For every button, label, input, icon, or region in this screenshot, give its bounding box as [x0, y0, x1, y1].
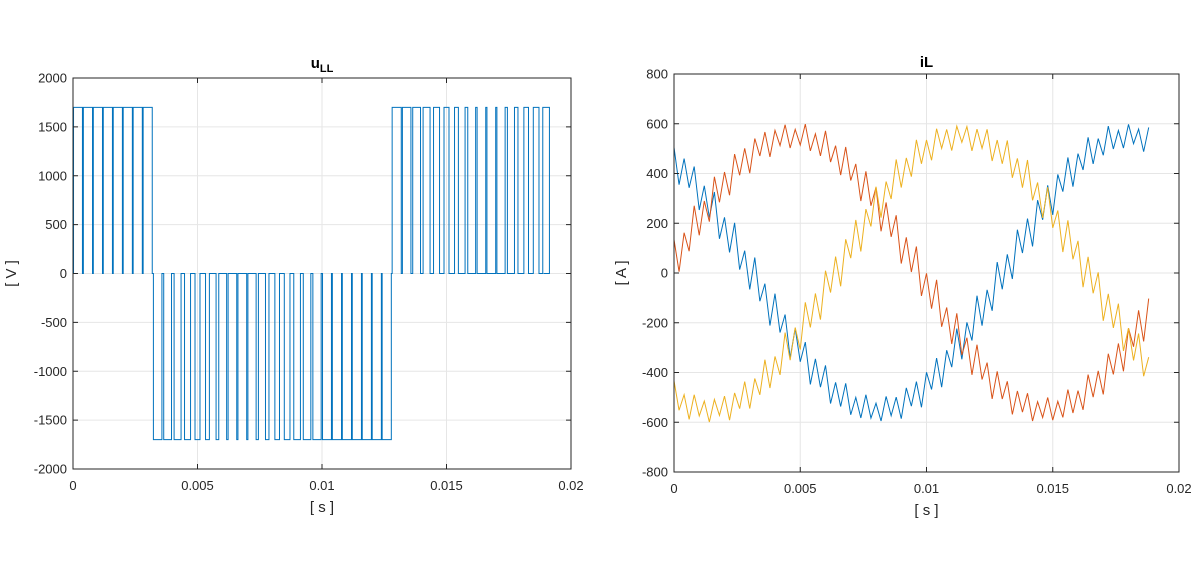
y-tick-label: -400 — [642, 365, 668, 380]
y-tick-label: 0 — [661, 266, 668, 281]
current-series-line-2 — [673, 124, 1150, 422]
x-axis-label: [ s ] — [310, 499, 334, 516]
y-tick-label: 1500 — [38, 119, 67, 134]
y-axis-label: [ V ] — [3, 260, 20, 287]
chart-title: uLL — [311, 55, 334, 75]
y-tick-label: 400 — [646, 166, 668, 181]
y-tick-label: 1000 — [38, 168, 67, 183]
y-tick-label: -600 — [642, 415, 668, 430]
y-tick-label: -200 — [642, 315, 668, 330]
x-tick-label: 0.015 — [430, 478, 463, 493]
voltage-plot: 0 0.005 0.01 0.015 0.02 -2000 -1500 -1000 -500 0 5… — [3, 55, 584, 516]
voltage-series-line — [73, 106, 550, 441]
current-series-line-3 — [673, 124, 1150, 423]
x-axis-label: [ s ] — [914, 502, 938, 519]
chart-title-main: iL — [920, 54, 933, 71]
y-tick-label: -1000 — [34, 364, 67, 379]
y-tick-label: 2000 — [38, 71, 67, 86]
y-tick-label: 0 — [60, 266, 67, 281]
chart-title-main: u — [311, 55, 320, 72]
y-tick-label: 600 — [646, 116, 668, 131]
x-tick-label: 0.015 — [1036, 481, 1069, 496]
y-tick-label: -500 — [41, 315, 67, 330]
x-tick-label: 0 — [670, 481, 677, 496]
y-tick-label: -1500 — [34, 413, 67, 428]
y-tick-label: 800 — [646, 67, 668, 82]
x-tick-label: 0.005 — [784, 481, 817, 496]
y-tick-label: 500 — [45, 217, 67, 232]
x-tick-label: 0.01 — [914, 481, 939, 496]
y-tick-label: -2000 — [34, 462, 67, 477]
y-tick-label: -800 — [642, 465, 668, 480]
current-series-line-1 — [673, 124, 1150, 422]
current-plot: 0 0.005 0.01 0.015 0.02 -800 -600 -400 -200 0 200 4… — [613, 54, 1192, 519]
x-tick-label: 0 — [69, 478, 76, 493]
y-axis-label: [ A ] — [613, 260, 630, 285]
chart-title-subscript: LL — [320, 63, 334, 75]
x-tick-label: 0.005 — [181, 478, 214, 493]
y-tick-label: 200 — [646, 216, 668, 231]
x-tick-label: 0.01 — [309, 478, 334, 493]
x-tick-label: 0.02 — [558, 478, 583, 493]
x-tick-label: 0.02 — [1166, 481, 1191, 496]
chart-title: iL — [920, 54, 933, 71]
